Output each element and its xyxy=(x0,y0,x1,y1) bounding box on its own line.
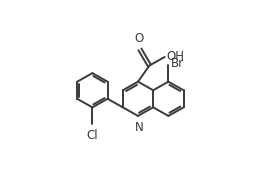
Text: OH: OH xyxy=(166,50,184,63)
Text: O: O xyxy=(134,32,144,45)
Text: Cl: Cl xyxy=(87,129,98,142)
Text: Br: Br xyxy=(171,57,184,70)
Text: N: N xyxy=(135,121,144,134)
